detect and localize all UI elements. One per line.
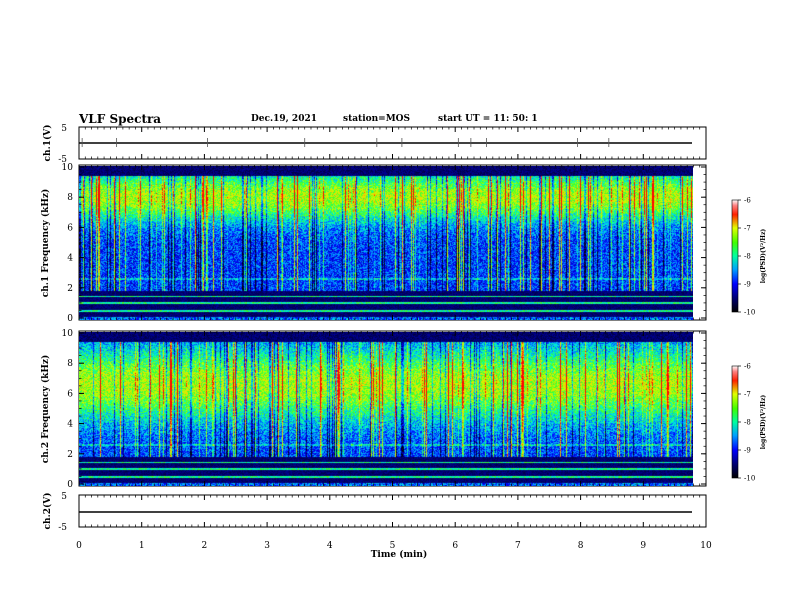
colorbar-tick-label: -10	[744, 309, 755, 317]
ch2-ytick-top: 5	[61, 492, 67, 502]
ch2-colorbar-ticks: -6 -7 -8 -9 -10	[738, 363, 755, 483]
x-tick-label: 5	[390, 541, 396, 551]
y-tick-label: 6	[67, 389, 73, 399]
ch2-colorbar-label: log(PSD)(V²/Hz)	[760, 395, 767, 450]
date-label: Dec.19, 2021	[251, 114, 317, 124]
time-axis-label: Time (min)	[371, 549, 428, 560]
ch2-waveform-ylabel: ch.2(V)	[42, 493, 53, 530]
ch2-colorbar: -6 -7 -8 -9 -10 log(PSD)(V²/Hz)	[731, 363, 767, 483]
ch2-spectrogram-ylabel: ch.2 Frequency (kHz)	[40, 355, 51, 464]
x-tick-label: 10	[700, 541, 712, 551]
ch2-colorbar-bar	[731, 365, 739, 479]
colorbar-tick-label: -9	[744, 447, 751, 455]
colorbar-tick-label: -7	[744, 225, 751, 233]
ch1-colorbar-bar	[731, 199, 739, 313]
time-axis-minor-ticks	[84, 127, 701, 527]
ch2-waveform-frame	[78, 494, 707, 528]
station-label: station=MOS	[343, 114, 411, 124]
chart-title: VLF Spectra	[79, 112, 162, 126]
y-tick-label: 0	[67, 314, 73, 324]
y-tick-label: 10	[62, 163, 74, 173]
x-tick-label: 8	[578, 541, 584, 551]
x-tick-label: 3	[264, 541, 270, 551]
ch1-ytick-top: 5	[61, 124, 67, 134]
ch2-spectrogram-yticks: 0 2 4 6 8 10	[62, 329, 706, 490]
x-tick-label: 0	[76, 541, 82, 551]
y-tick-label: 4	[67, 254, 73, 264]
ch1-spectrogram-image	[79, 166, 693, 320]
x-tick-label: 2	[202, 541, 208, 551]
ch2-spectrogram-image	[79, 332, 693, 486]
y-tick-label: 4	[67, 420, 73, 430]
y-tick-label: 6	[67, 223, 73, 233]
ch1-colorbar-label: log(PSD)(V²/Hz)	[760, 229, 767, 284]
y-tick-label: 0	[67, 480, 73, 490]
ch1-spectrogram-yticks: 0 2 4 6 8 10	[62, 163, 706, 324]
y-tick-label: 2	[67, 284, 73, 294]
x-tick-label: 7	[515, 541, 521, 551]
colorbar-tick-label: -8	[744, 253, 751, 261]
ch1-spectrogram-ylabel: ch.1 Frequency (kHz)	[40, 189, 51, 298]
start-time-label: start UT = 11: 50: 1	[438, 114, 538, 124]
y-tick-label: 8	[67, 193, 73, 203]
y-tick-label: 8	[67, 359, 73, 369]
x-tick-label: 9	[640, 541, 646, 551]
x-tick-label: 6	[452, 541, 458, 551]
ch2-spectrogram-panel: 0 2 4 6 8 10 ch.2 Frequency (kHz)	[40, 329, 707, 490]
x-tick-label: 4	[327, 541, 333, 551]
ch1-waveform-spikes	[81, 138, 610, 147]
colorbar-tick-label: -7	[744, 391, 751, 399]
y-tick-label: 2	[67, 450, 73, 460]
colorbar-tick-label: -8	[744, 419, 751, 427]
ch1-colorbar: -6 -7 -8 -9 -10 log(PSD)(V²/Hz)	[731, 197, 767, 317]
ch1-waveform-panel: 5 -5 ch.1(V)	[42, 124, 707, 165]
ch1-ytick-bottom: -5	[58, 155, 67, 165]
ch2-ytick-bottom: -5	[58, 523, 67, 533]
colorbar-tick-label: -6	[744, 363, 751, 371]
ch1-waveform-ylabel: ch.1(V)	[42, 125, 53, 162]
colorbar-tick-label: -6	[744, 197, 751, 205]
ch1-spectrogram-panel: 0 2 4 6 8 10 ch.1 Frequency (kHz)	[40, 163, 707, 324]
ch1-colorbar-ticks: -6 -7 -8 -9 -10	[738, 197, 755, 317]
ch2-waveform-panel: 5 -5 ch.2(V)	[42, 492, 707, 533]
x-tick-label: 1	[139, 541, 145, 551]
colorbar-tick-label: -9	[744, 281, 751, 289]
y-tick-label: 10	[62, 329, 74, 339]
colorbar-tick-label: -10	[744, 475, 755, 483]
time-axis: 0 1 2 3 4 5 6 7 8 9 10	[76, 127, 712, 551]
